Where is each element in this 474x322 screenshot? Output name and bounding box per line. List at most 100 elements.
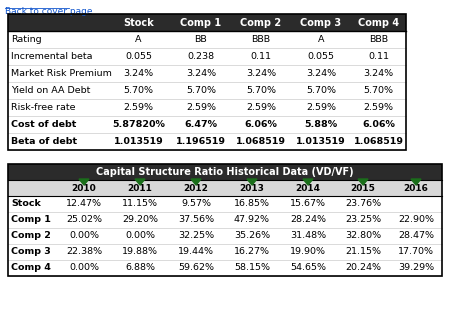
Text: 5.70%: 5.70% bbox=[124, 86, 154, 95]
Text: 2.59%: 2.59% bbox=[364, 103, 393, 112]
Text: Comp 2: Comp 2 bbox=[240, 17, 282, 27]
Text: 5.70%: 5.70% bbox=[364, 86, 393, 95]
Text: 9.57%: 9.57% bbox=[181, 200, 211, 209]
Bar bbox=[8, 164, 442, 276]
Text: 5.70%: 5.70% bbox=[306, 86, 336, 95]
Text: 25.02%: 25.02% bbox=[66, 215, 102, 224]
Text: Rating: Rating bbox=[11, 35, 42, 44]
Text: 1.068519: 1.068519 bbox=[354, 137, 403, 146]
Text: 32.80%: 32.80% bbox=[345, 232, 381, 241]
Text: Cost of debt: Cost of debt bbox=[11, 120, 76, 129]
Text: 39.29%: 39.29% bbox=[398, 263, 434, 272]
Text: 3.24%: 3.24% bbox=[364, 69, 393, 78]
Text: 0.055: 0.055 bbox=[125, 52, 152, 61]
Polygon shape bbox=[135, 179, 145, 185]
Text: 28.47%: 28.47% bbox=[398, 232, 434, 241]
Text: Back to cover page: Back to cover page bbox=[5, 7, 92, 16]
Text: Risk-free rate: Risk-free rate bbox=[11, 103, 75, 112]
Text: 22.90%: 22.90% bbox=[398, 215, 434, 224]
Bar bbox=[8, 180, 442, 196]
Text: 6.88%: 6.88% bbox=[125, 263, 155, 272]
Text: 47.92%: 47.92% bbox=[234, 215, 270, 224]
Text: 2014: 2014 bbox=[295, 184, 320, 193]
Text: Comp 3: Comp 3 bbox=[11, 248, 51, 257]
Polygon shape bbox=[303, 179, 313, 185]
Text: 16.27%: 16.27% bbox=[234, 248, 270, 257]
Text: 1.013519: 1.013519 bbox=[114, 137, 164, 146]
Text: 1.196519: 1.196519 bbox=[176, 137, 226, 146]
Text: Stock: Stock bbox=[123, 17, 154, 27]
Text: Comp 3: Comp 3 bbox=[301, 17, 342, 27]
Polygon shape bbox=[247, 179, 257, 185]
Text: 0.11: 0.11 bbox=[250, 52, 272, 61]
Text: Comp 4: Comp 4 bbox=[11, 263, 51, 272]
Text: 15.67%: 15.67% bbox=[290, 200, 326, 209]
Bar bbox=[8, 14, 406, 31]
Text: 0.00%: 0.00% bbox=[69, 232, 99, 241]
Text: A: A bbox=[135, 35, 142, 44]
Text: 0.00%: 0.00% bbox=[125, 232, 155, 241]
Text: 2015: 2015 bbox=[351, 184, 375, 193]
Text: 19.88%: 19.88% bbox=[122, 248, 158, 257]
Text: 0.00%: 0.00% bbox=[69, 263, 99, 272]
Text: Market Risk Premium: Market Risk Premium bbox=[11, 69, 112, 78]
Text: 2.59%: 2.59% bbox=[124, 103, 154, 112]
Text: 2013: 2013 bbox=[239, 184, 264, 193]
Text: 21.15%: 21.15% bbox=[345, 248, 381, 257]
Text: 29.20%: 29.20% bbox=[122, 215, 158, 224]
Text: 54.65%: 54.65% bbox=[290, 263, 326, 272]
Text: 20.24%: 20.24% bbox=[345, 263, 381, 272]
Text: 2010: 2010 bbox=[72, 184, 96, 193]
Text: BB: BB bbox=[195, 35, 207, 44]
Text: 16.85%: 16.85% bbox=[234, 200, 270, 209]
Text: Comp 1: Comp 1 bbox=[181, 17, 221, 27]
Text: Comp 2: Comp 2 bbox=[11, 232, 51, 241]
Text: BBB: BBB bbox=[251, 35, 271, 44]
Text: 0.055: 0.055 bbox=[308, 52, 335, 61]
Text: 28.24%: 28.24% bbox=[290, 215, 326, 224]
Text: 6.06%: 6.06% bbox=[362, 120, 395, 129]
Text: Stock: Stock bbox=[11, 200, 41, 209]
Text: Beta of debt: Beta of debt bbox=[11, 137, 77, 146]
Text: A: A bbox=[318, 35, 324, 44]
Text: 58.15%: 58.15% bbox=[234, 263, 270, 272]
Text: Comp 4: Comp 4 bbox=[358, 17, 399, 27]
Text: 6.47%: 6.47% bbox=[184, 120, 218, 129]
Text: 6.06%: 6.06% bbox=[245, 120, 277, 129]
Text: 3.24%: 3.24% bbox=[306, 69, 336, 78]
Text: 3.24%: 3.24% bbox=[246, 69, 276, 78]
Text: 0.238: 0.238 bbox=[187, 52, 215, 61]
Text: 35.26%: 35.26% bbox=[234, 232, 270, 241]
Text: 0.11: 0.11 bbox=[368, 52, 389, 61]
Text: 1.068519: 1.068519 bbox=[236, 137, 286, 146]
Text: Comp 1: Comp 1 bbox=[11, 215, 51, 224]
Bar bbox=[8, 14, 406, 150]
Polygon shape bbox=[411, 179, 421, 185]
Text: 2.59%: 2.59% bbox=[186, 103, 216, 112]
Text: 2012: 2012 bbox=[183, 184, 209, 193]
Polygon shape bbox=[191, 179, 201, 185]
Text: 5.70%: 5.70% bbox=[246, 86, 276, 95]
Text: 2.59%: 2.59% bbox=[246, 103, 276, 112]
Text: 19.44%: 19.44% bbox=[178, 248, 214, 257]
Text: 31.48%: 31.48% bbox=[290, 232, 326, 241]
Text: 59.62%: 59.62% bbox=[178, 263, 214, 272]
Text: 2011: 2011 bbox=[128, 184, 153, 193]
Text: 2016: 2016 bbox=[403, 184, 428, 193]
Text: 3.24%: 3.24% bbox=[123, 69, 154, 78]
Text: 23.25%: 23.25% bbox=[345, 215, 381, 224]
Text: Capital Structure Ratio Historical Data (VD/VF): Capital Structure Ratio Historical Data … bbox=[96, 167, 354, 177]
Text: 37.56%: 37.56% bbox=[178, 215, 214, 224]
Text: 23.76%: 23.76% bbox=[345, 200, 381, 209]
Text: 11.15%: 11.15% bbox=[122, 200, 158, 209]
Text: BBB: BBB bbox=[369, 35, 388, 44]
Text: 32.25%: 32.25% bbox=[178, 232, 214, 241]
Text: 12.47%: 12.47% bbox=[66, 200, 102, 209]
Text: 5.70%: 5.70% bbox=[186, 86, 216, 95]
Bar bbox=[8, 164, 442, 180]
Text: 3.24%: 3.24% bbox=[186, 69, 216, 78]
Text: Yield on AA Debt: Yield on AA Debt bbox=[11, 86, 91, 95]
Text: 19.90%: 19.90% bbox=[290, 248, 326, 257]
Text: 5.87820%: 5.87820% bbox=[112, 120, 165, 129]
Text: 1.013519: 1.013519 bbox=[296, 137, 346, 146]
